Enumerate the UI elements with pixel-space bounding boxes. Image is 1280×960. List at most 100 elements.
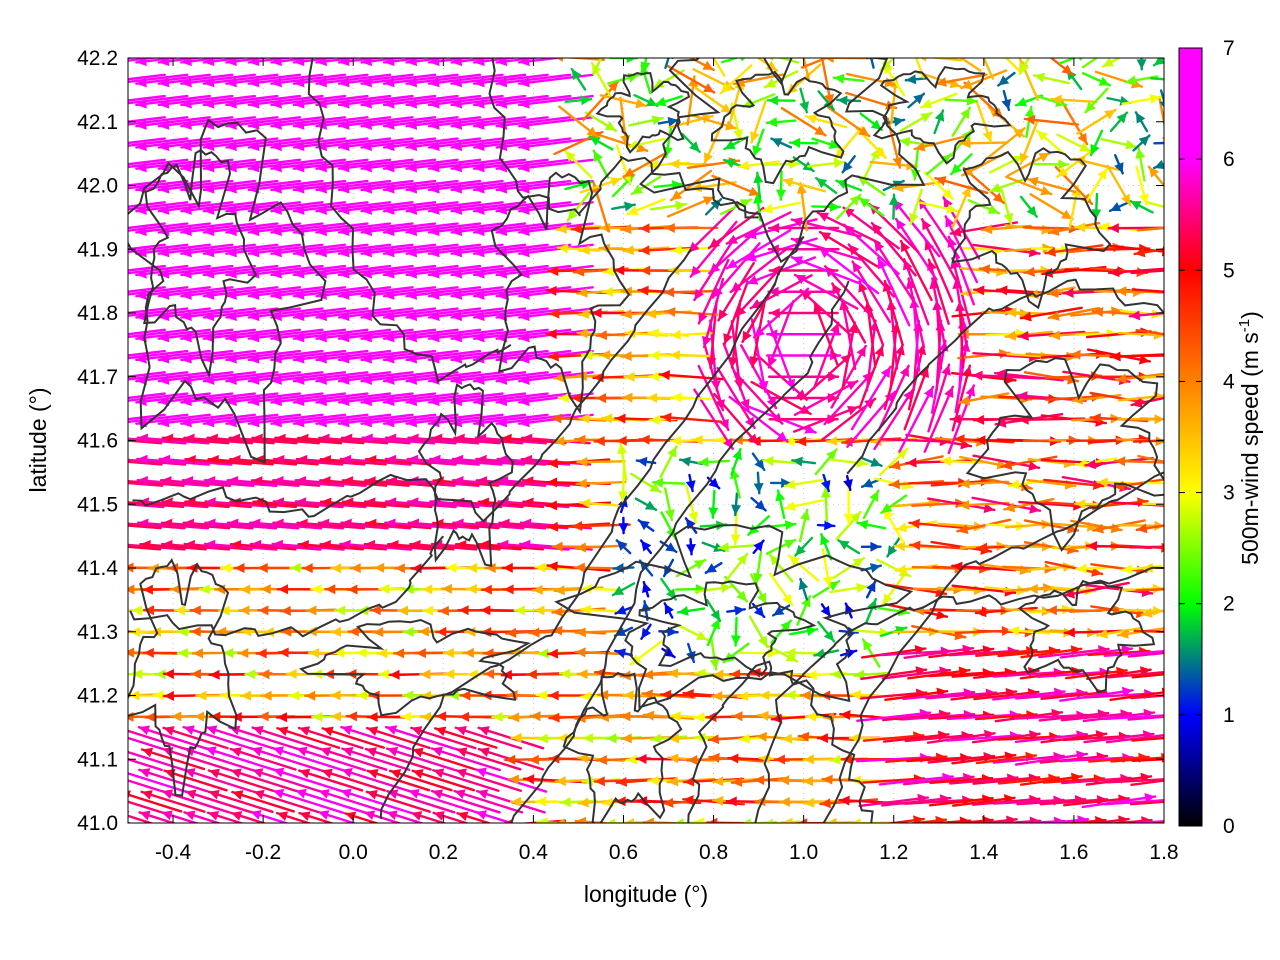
wind-vector <box>1047 307 1101 321</box>
wind-vector <box>1137 454 1164 463</box>
wind-vector <box>182 518 254 530</box>
wind-vector <box>229 768 297 792</box>
wind-vector <box>673 622 709 642</box>
wind-vector <box>685 537 696 556</box>
wind-vector <box>427 158 504 173</box>
wind-vector <box>315 371 392 385</box>
wind-vector <box>274 433 343 445</box>
wind-vector <box>247 413 324 428</box>
wind-vector <box>630 472 662 494</box>
wind-vector <box>914 58 925 79</box>
contour-line <box>754 566 1164 823</box>
wind-vector <box>180 286 257 300</box>
wind-vector <box>704 197 723 216</box>
wind-vector <box>295 454 366 466</box>
wind-vector <box>135 58 184 67</box>
wind-vector <box>642 817 695 823</box>
wind-vector <box>128 524 162 530</box>
wind-vector <box>791 456 817 467</box>
contour-line <box>951 147 1112 310</box>
wind-vector <box>1006 151 1051 177</box>
wind-vector <box>734 265 783 318</box>
wind-vector <box>899 239 933 302</box>
wind-vector <box>204 497 277 509</box>
wind-vector <box>1106 164 1132 207</box>
wind-vector <box>1135 523 1164 534</box>
wind-vector <box>752 551 763 585</box>
wind-vector <box>405 201 482 215</box>
wind-vector <box>576 287 626 298</box>
wind-vector <box>382 286 459 300</box>
wind-vector <box>1131 736 1164 742</box>
wind-vector <box>1035 129 1068 157</box>
wind-vector <box>789 626 819 637</box>
wind-vector <box>135 73 211 88</box>
wind-vector <box>384 433 457 445</box>
wind-vector <box>229 747 297 771</box>
wind-vector <box>726 605 747 616</box>
wind-vector <box>228 433 298 445</box>
wind-vector <box>204 518 278 530</box>
wind-vector <box>135 94 211 109</box>
wind-vector <box>835 510 862 541</box>
wind-vector <box>427 264 504 279</box>
wind-vector <box>315 94 392 109</box>
wind-vector <box>798 508 810 543</box>
wind-vector <box>706 617 721 647</box>
wind-vector <box>382 94 459 109</box>
wind-vector <box>1105 734 1164 744</box>
contour-line <box>307 58 512 383</box>
wind-vector <box>816 211 881 245</box>
wind-vector <box>292 328 369 343</box>
x-axis-label: longitude (°) <box>584 881 708 907</box>
wind-vector <box>796 182 809 232</box>
wind-vector <box>160 789 231 814</box>
wind-vector <box>944 215 979 284</box>
wind-vector <box>276 726 341 749</box>
wind-vector <box>793 273 859 310</box>
wind-vector <box>405 222 482 237</box>
wind-vector <box>920 218 957 281</box>
wind-vector <box>180 307 257 322</box>
wind-vector <box>128 800 162 814</box>
wind-vector <box>836 95 862 106</box>
wind-vector <box>384 454 457 466</box>
wind-vector <box>157 201 234 215</box>
wind-vector <box>360 243 437 258</box>
wind-vector <box>709 635 720 671</box>
wind-vector <box>662 287 720 298</box>
x-tick-label: -0.2 <box>245 841 281 864</box>
contour-line <box>710 70 845 185</box>
wind-vector <box>247 137 324 152</box>
wind-vector <box>832 556 866 580</box>
wind-vector <box>225 201 302 215</box>
wind-vector <box>292 371 369 385</box>
wind-vector <box>802 58 811 83</box>
wind-vector <box>360 158 437 173</box>
wind-vector <box>814 176 838 195</box>
wind-vector <box>249 810 290 823</box>
wind-vector <box>1100 137 1138 150</box>
wind-vector <box>135 137 211 152</box>
wind-vector <box>1113 456 1164 467</box>
wind-vector <box>856 519 887 530</box>
wind-vector <box>315 179 392 194</box>
wind-vector <box>140 747 206 771</box>
wind-vector <box>315 158 392 173</box>
wind-vector <box>157 264 234 279</box>
wind-vector <box>495 94 572 109</box>
wind-vector <box>337 137 414 152</box>
wind-vector <box>574 816 617 823</box>
wind-vector <box>1137 226 1164 232</box>
wind-vector <box>128 94 189 105</box>
wind-vector <box>405 243 482 258</box>
contour-line <box>822 471 1164 823</box>
wind-vector <box>292 179 369 194</box>
wind-vector <box>1056 150 1092 179</box>
wind-vector <box>1103 799 1164 806</box>
wind-vector <box>157 94 234 109</box>
wind-vector <box>128 790 183 813</box>
wind-vector <box>913 135 965 152</box>
wind-vector <box>158 454 233 466</box>
